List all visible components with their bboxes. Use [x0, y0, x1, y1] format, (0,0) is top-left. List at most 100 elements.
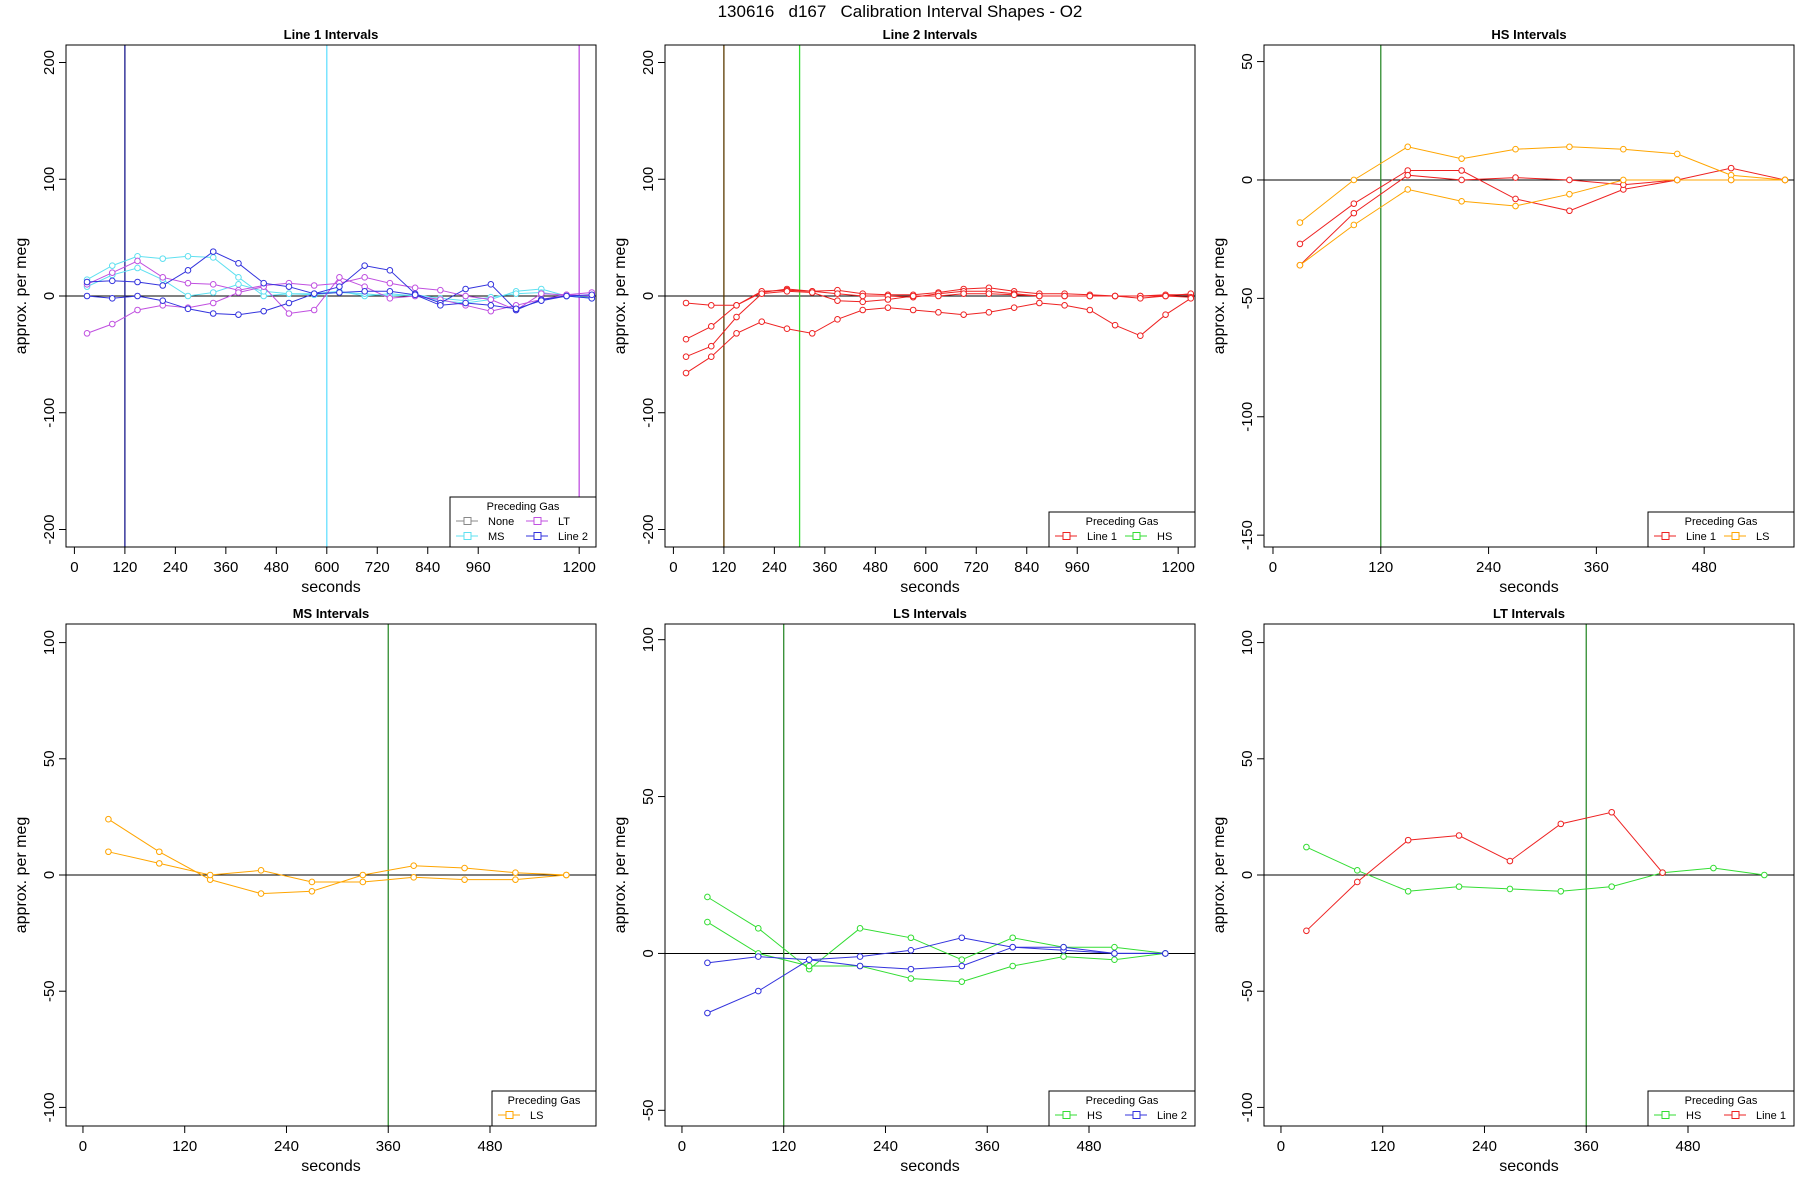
data-point	[1009, 943, 1016, 951]
legend-title: Preceding Gas	[508, 1095, 581, 1107]
data-point	[512, 869, 519, 876]
x-tick-label: 480	[1675, 1138, 1700, 1155]
data-point	[1458, 167, 1465, 174]
data-point	[783, 288, 791, 295]
data-point	[1296, 261, 1304, 269]
data-point	[361, 274, 368, 281]
data-point	[1506, 857, 1514, 865]
data-point	[411, 284, 419, 292]
legend-swatch-marker	[1132, 532, 1141, 540]
legend-swatch-marker	[1062, 532, 1071, 540]
data-point	[859, 298, 866, 306]
y-tick-label: -100	[640, 398, 657, 428]
legend-label: None	[488, 516, 514, 528]
data-point	[1673, 176, 1681, 184]
data-point	[159, 255, 167, 262]
data-point	[386, 279, 394, 287]
legend-label: LS	[1756, 531, 1769, 543]
legend-entry: Line 1	[1724, 1110, 1786, 1122]
series-1	[1303, 843, 1768, 895]
legend-label: Line 1	[1756, 1110, 1786, 1122]
y-tick-label: 100	[41, 630, 58, 655]
data-point	[108, 295, 116, 302]
data-point	[808, 330, 816, 337]
data-point	[461, 876, 468, 883]
data-point	[209, 289, 217, 296]
data-point	[960, 311, 967, 318]
data-point	[707, 353, 715, 361]
data-point	[108, 277, 116, 285]
plot-frame	[1263, 44, 1795, 548]
data-point	[1458, 155, 1465, 162]
y-tick-label: 100	[41, 167, 58, 192]
data-point	[1506, 885, 1514, 893]
y-tick-label: -100	[1239, 1092, 1256, 1122]
chart-panel-3: HS Intervals 0 120 240 360 480 seconds -150 -100…	[1211, 27, 1795, 596]
data-point	[336, 283, 343, 290]
data-point	[1061, 302, 1068, 309]
data-point	[1455, 832, 1463, 839]
data-point	[184, 267, 192, 274]
data-point	[588, 291, 596, 299]
series-2	[105, 848, 570, 886]
x-tick-label: 120	[771, 1138, 796, 1155]
legend-swatch-marker	[1132, 1111, 1141, 1119]
series-1	[1296, 164, 1789, 248]
data-point	[437, 302, 444, 309]
x-tick-label: 1200	[1161, 559, 1194, 576]
data-point	[155, 860, 163, 867]
x-tick-label: 840	[415, 559, 440, 576]
data-point	[1296, 240, 1304, 248]
series-line	[108, 851, 567, 883]
data-point	[834, 297, 841, 304]
data-point	[1111, 321, 1119, 329]
x-tick-label: 480	[1076, 1138, 1101, 1155]
data-point	[361, 288, 368, 295]
data-point	[1036, 292, 1043, 300]
x-tick-label: 120	[1370, 1138, 1395, 1155]
legend-box	[1647, 1090, 1795, 1127]
data-point	[538, 297, 545, 304]
x-tick-label: 240	[873, 1138, 898, 1155]
data-point	[105, 815, 112, 823]
series-line	[1299, 146, 1786, 223]
x-axis: 0 120 240 360 480	[1277, 1126, 1701, 1155]
data-point	[285, 290, 293, 297]
data-point	[159, 282, 167, 289]
x-tick-label: 960	[1065, 559, 1090, 576]
x-tick-label: 360	[1584, 559, 1609, 576]
data-point	[1404, 887, 1412, 895]
data-point	[958, 978, 966, 985]
data-point	[958, 962, 966, 970]
data-point	[884, 296, 892, 303]
y-axis: -200 -100 0 100 200	[41, 50, 66, 545]
chart-title: HS Intervals	[1491, 27, 1566, 42]
data-point	[1353, 878, 1361, 886]
legend: Preceding Gas HS Line 2	[1048, 1090, 1196, 1127]
data-point	[159, 274, 167, 281]
legend-title: Preceding Gas	[1685, 516, 1758, 528]
data-point	[83, 278, 91, 286]
y-axis-label: approx. per meg	[612, 238, 629, 355]
data-point	[184, 279, 192, 287]
x-tick-label: 0	[678, 1138, 686, 1155]
legend-title: Preceding Gas	[1086, 1095, 1159, 1107]
data-point	[410, 862, 417, 870]
data-point	[834, 290, 841, 297]
y-tick-label: 0	[41, 292, 58, 300]
page-title: 130616 d167 Calibration Interval Shapes …	[717, 2, 1083, 21]
legend-box	[1647, 511, 1795, 548]
y-tick-label: -200	[41, 514, 58, 544]
data-point	[758, 318, 766, 325]
legend-label: HS	[1157, 531, 1172, 543]
data-point	[884, 304, 892, 311]
data-point	[310, 282, 318, 289]
data-point	[1458, 197, 1465, 205]
y-axis-label: approx. per meg	[612, 817, 629, 934]
x-tick-label: 240	[274, 1138, 299, 1155]
x-tick-label: 240	[762, 559, 787, 576]
data-point	[437, 286, 444, 294]
data-point	[1350, 200, 1358, 207]
y-tick-label: 100	[1239, 630, 1256, 655]
